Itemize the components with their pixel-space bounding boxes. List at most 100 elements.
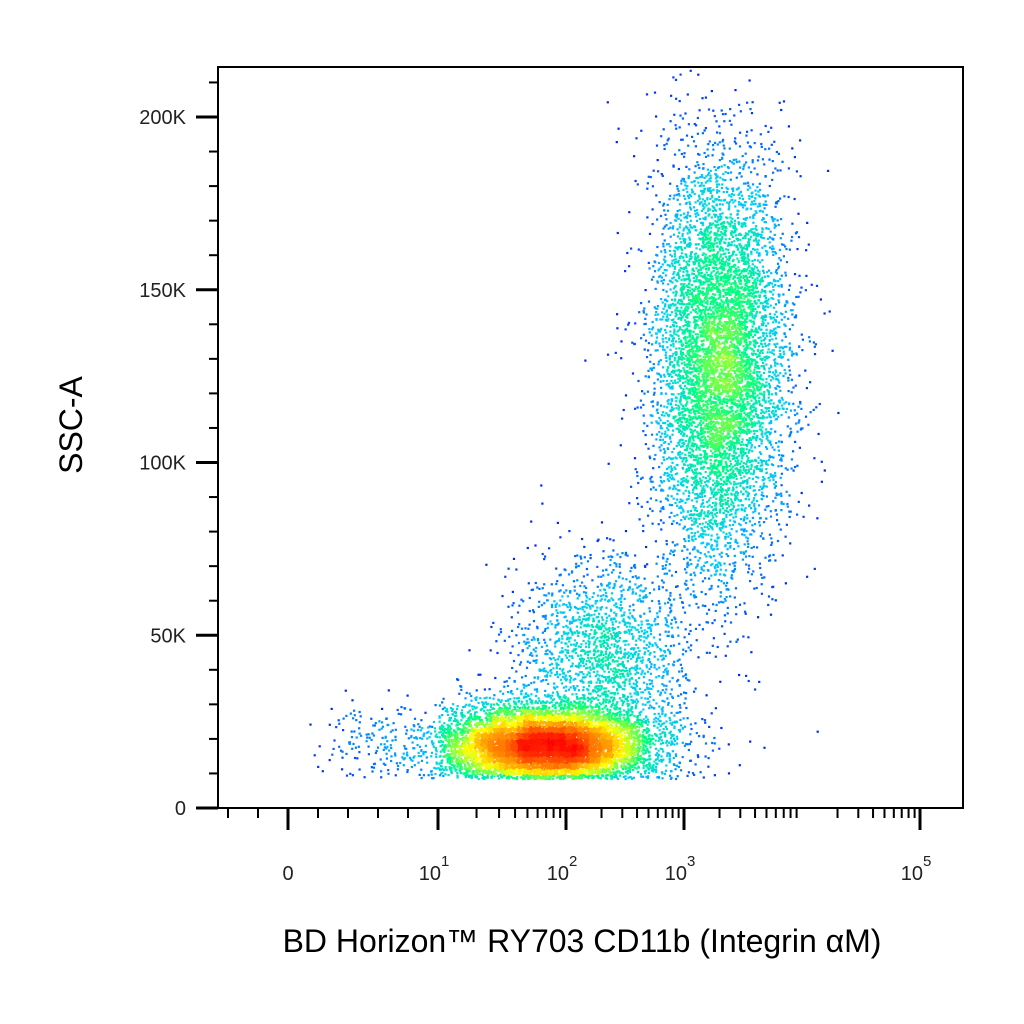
event-dot	[517, 706, 519, 708]
event-dot	[661, 732, 663, 734]
event-dot	[345, 715, 347, 717]
event-dot	[358, 727, 360, 729]
event-dot	[670, 770, 672, 772]
event-dot	[461, 739, 463, 741]
event-dot	[695, 763, 697, 765]
event-dot	[490, 772, 492, 774]
event-dot	[658, 740, 660, 742]
event-dot	[511, 693, 513, 695]
event-dot	[370, 718, 372, 720]
event-dot	[520, 703, 522, 705]
event-dot	[456, 772, 458, 774]
event-dot	[419, 774, 421, 776]
event-dot	[359, 711, 361, 713]
event-dot	[538, 777, 540, 779]
event-dot	[563, 717, 565, 719]
event-dot	[459, 723, 461, 725]
event-dot	[613, 771, 615, 773]
event-dot	[333, 748, 335, 750]
event-dot	[585, 776, 587, 778]
event-dot	[460, 719, 462, 721]
event-dot	[333, 739, 335, 741]
event-dot	[374, 763, 376, 765]
event-dot	[558, 705, 560, 707]
event-dot	[640, 711, 642, 713]
event-dot	[425, 745, 427, 747]
event-dot	[538, 700, 540, 702]
event-dot	[470, 695, 472, 697]
event-dot	[474, 774, 476, 776]
event-dot	[476, 711, 478, 713]
event-dot	[386, 740, 388, 742]
event-dot	[622, 772, 624, 774]
event-dot	[655, 754, 657, 756]
event-dot	[317, 766, 319, 768]
event-dot	[627, 767, 629, 769]
event-dot	[714, 774, 716, 776]
event-dot	[675, 755, 677, 757]
event-dot	[378, 720, 380, 722]
event-dot	[559, 696, 561, 698]
event-dot	[666, 755, 668, 757]
event-dot	[713, 737, 715, 739]
event-dot	[371, 770, 373, 772]
event-dot	[635, 707, 637, 709]
event-dot	[491, 723, 493, 725]
event-dot	[636, 681, 638, 683]
event-dot	[469, 760, 471, 762]
event-dot	[395, 774, 397, 776]
event-dot	[406, 771, 408, 773]
event-dot	[481, 774, 483, 776]
event-dot	[410, 759, 412, 761]
event-dot	[438, 731, 440, 733]
event-dot	[433, 746, 435, 748]
event-dot	[447, 774, 449, 776]
event-dot	[380, 743, 382, 745]
event-dot	[442, 775, 444, 777]
event-dot	[561, 699, 563, 701]
event-dot	[623, 717, 625, 719]
event-dot	[694, 722, 696, 724]
event-dot	[431, 726, 433, 728]
event-dot	[552, 692, 554, 694]
event-dot	[338, 719, 340, 721]
event-dot	[514, 708, 516, 710]
event-dot	[504, 706, 506, 708]
event-dot	[352, 743, 354, 745]
event-dot	[660, 748, 662, 750]
event-dot	[679, 719, 681, 721]
event-dot	[521, 706, 523, 708]
event-dot	[676, 736, 678, 738]
event-dot	[534, 689, 536, 691]
event-dot	[457, 705, 459, 707]
event-dot	[354, 714, 356, 716]
event-dot	[351, 699, 353, 701]
event-dot	[680, 724, 682, 726]
event-dot	[488, 723, 490, 725]
event-dot	[472, 708, 474, 710]
event-dot	[442, 708, 444, 710]
event-dot	[439, 721, 441, 723]
event-dot	[580, 766, 582, 768]
event-dot	[555, 712, 557, 714]
event-dot	[652, 738, 654, 740]
event-dot	[513, 720, 515, 722]
event-dot	[640, 755, 642, 757]
event-dot	[460, 772, 462, 774]
event-dot	[441, 714, 443, 716]
event-dot	[383, 763, 385, 765]
event-dot	[471, 705, 473, 707]
event-dot	[406, 729, 408, 731]
event-dot	[456, 758, 458, 760]
event-dot	[419, 726, 421, 728]
event-dot	[680, 769, 682, 771]
event-dot	[380, 758, 382, 760]
event-dot	[420, 755, 422, 757]
event-dot	[386, 746, 388, 748]
event-dot	[489, 688, 491, 690]
event-dot	[658, 720, 660, 722]
event-dot	[661, 761, 663, 763]
event-dot	[533, 681, 535, 683]
event-dot	[421, 738, 423, 740]
event-dot	[430, 755, 432, 757]
